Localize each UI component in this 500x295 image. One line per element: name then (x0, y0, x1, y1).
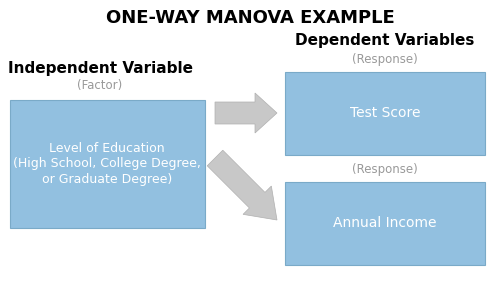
Text: Independent Variable: Independent Variable (8, 60, 192, 76)
Text: (Response): (Response) (352, 163, 418, 176)
Text: (Factor): (Factor) (78, 78, 122, 91)
FancyBboxPatch shape (285, 182, 485, 265)
Text: ONE-WAY MANOVA EXAMPLE: ONE-WAY MANOVA EXAMPLE (106, 9, 395, 27)
FancyBboxPatch shape (10, 100, 205, 228)
Text: Level of Education
(High School, College Degree,
or Graduate Degree): Level of Education (High School, College… (13, 142, 201, 186)
FancyBboxPatch shape (285, 72, 485, 155)
FancyArrow shape (215, 93, 277, 133)
Text: (Response): (Response) (352, 53, 418, 66)
FancyArrow shape (207, 150, 277, 220)
Text: Annual Income: Annual Income (333, 216, 437, 230)
Text: Dependent Variables: Dependent Variables (296, 32, 474, 47)
Text: Test Score: Test Score (350, 106, 420, 120)
